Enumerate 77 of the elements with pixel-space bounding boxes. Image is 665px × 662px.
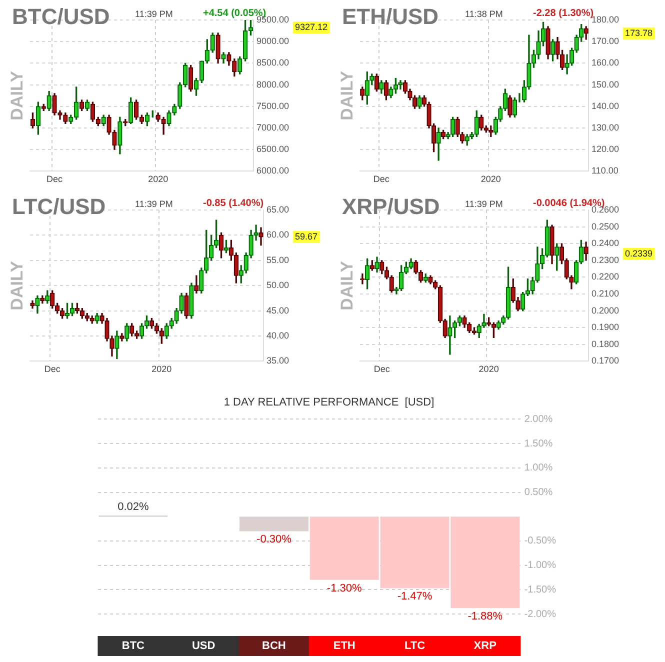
text: 9327.12 <box>295 22 328 32</box>
y-tick-label: -2.00% <box>524 608 556 620</box>
y-tick-label: 0.2500 <box>591 221 620 232</box>
y-tick-label: 0.50% <box>524 487 553 498</box>
y-tick-label: 0.2400 <box>591 238 620 248</box>
y-tick-label: 120.00 <box>591 144 620 154</box>
y-tick-label: 0.1700 <box>591 356 620 366</box>
x-tick-label: 2020 <box>480 174 501 184</box>
y-tick-label: 7000.00 <box>256 122 290 132</box>
text: 0.2339 <box>625 248 653 258</box>
data-label: -1.88% <box>468 610 503 623</box>
y-tick-label: 65.00 <box>266 204 290 214</box>
data-label: 0.02% <box>118 501 149 514</box>
x-tick-label: 2020 <box>478 364 499 374</box>
y-tick-label: 160.00 <box>591 58 620 68</box>
y-tick-label: 9000.00 <box>256 36 290 46</box>
y-tick-label: 0.2300 <box>591 254 620 265</box>
y-tick-label: 55.00 <box>266 254 290 265</box>
y-tick-label: 8000.00 <box>256 79 290 90</box>
data-label: -1.47% <box>397 590 432 603</box>
y-tick-label: 50.00 <box>266 280 290 290</box>
y-tick-label: -1.00% <box>524 560 556 572</box>
x-tick-label: XRP <box>474 640 496 652</box>
y-axis-title: DAILY <box>338 260 357 310</box>
chart-title: 1 DAY RELATIVE PERFORMANCE [USD] <box>224 396 434 409</box>
y-tick-label: 0.2200 <box>591 272 620 282</box>
text: -0.0046 (1.94%) <box>533 198 605 209</box>
x-tick-label: Dec <box>46 174 64 184</box>
text: -2.28 (1.30%) <box>533 8 594 19</box>
x-tick-label: Dec <box>374 364 390 374</box>
text: 173.78 <box>625 28 653 38</box>
text: 11:38 PM <box>465 9 503 19</box>
x-tick-label: Dec <box>44 364 61 374</box>
x-tick-label: USD <box>192 640 216 652</box>
y-tick-label: 6000.00 <box>256 166 290 176</box>
y-tick-label: 0.2000 <box>591 305 620 316</box>
y-tick-label: 130.00 <box>591 122 620 132</box>
y-tick-label: 40.00 <box>266 330 290 340</box>
x-tick-label: 2020 <box>148 174 168 184</box>
x-tick-label: Dec <box>373 174 390 184</box>
y-tick-label: -0.50% <box>524 536 556 547</box>
text: 11:39 PM <box>135 199 173 209</box>
y-tick-label: 2.00% <box>524 414 553 425</box>
y-tick-label: 1.50% <box>524 438 553 450</box>
x-tick-label: ETH <box>333 640 356 652</box>
y-tick-label: 6500.00 <box>256 144 290 154</box>
y-tick-label: 0.1900 <box>591 322 620 332</box>
y-tick-label: 35.00 <box>266 356 290 366</box>
x-tick-label: 2020 <box>152 364 172 374</box>
y-axis-title: DAILY <box>8 260 27 310</box>
x-tick-label: BCH <box>262 640 286 652</box>
y-tick-label: 7500.00 <box>256 100 290 111</box>
chart-title: ETH/USD <box>342 4 439 30</box>
y-tick-label: 8500.00 <box>256 58 290 68</box>
y-tick-label: 60.00 <box>266 230 290 240</box>
y-tick-label: 1.00% <box>524 462 553 474</box>
y-tick-label: 0.2100 <box>591 288 620 298</box>
text: -0.85 (1.40%) <box>203 198 264 209</box>
y-axis-title: DAILY <box>8 70 27 120</box>
x-tick-label: LTC <box>404 640 426 652</box>
y-tick-label: 0.1800 <box>591 338 620 349</box>
y-tick-label: 110.00 <box>591 166 618 176</box>
chart-title: BTC/USD <box>12 4 110 30</box>
text: 11:39 PM <box>465 199 503 209</box>
y-axis-title: DAILY <box>338 70 357 120</box>
text: 11:39 PM <box>135 9 173 19</box>
chart-title: XRP/USD <box>342 194 440 220</box>
data-label: -1.30% <box>326 582 362 594</box>
y-tick-label: 45.00 <box>266 305 290 316</box>
y-tick-label: 140.00 <box>591 100 620 111</box>
text: 59.67 <box>295 231 318 242</box>
x-tick-label: BTC <box>122 640 145 652</box>
y-tick-label: -1.50% <box>524 584 556 596</box>
y-tick-label: 150.00 <box>591 79 620 90</box>
data-label: -0.30% <box>256 534 292 546</box>
chart-title: LTC/USD <box>12 194 106 220</box>
y-tick-label: 170.00 <box>591 36 620 46</box>
